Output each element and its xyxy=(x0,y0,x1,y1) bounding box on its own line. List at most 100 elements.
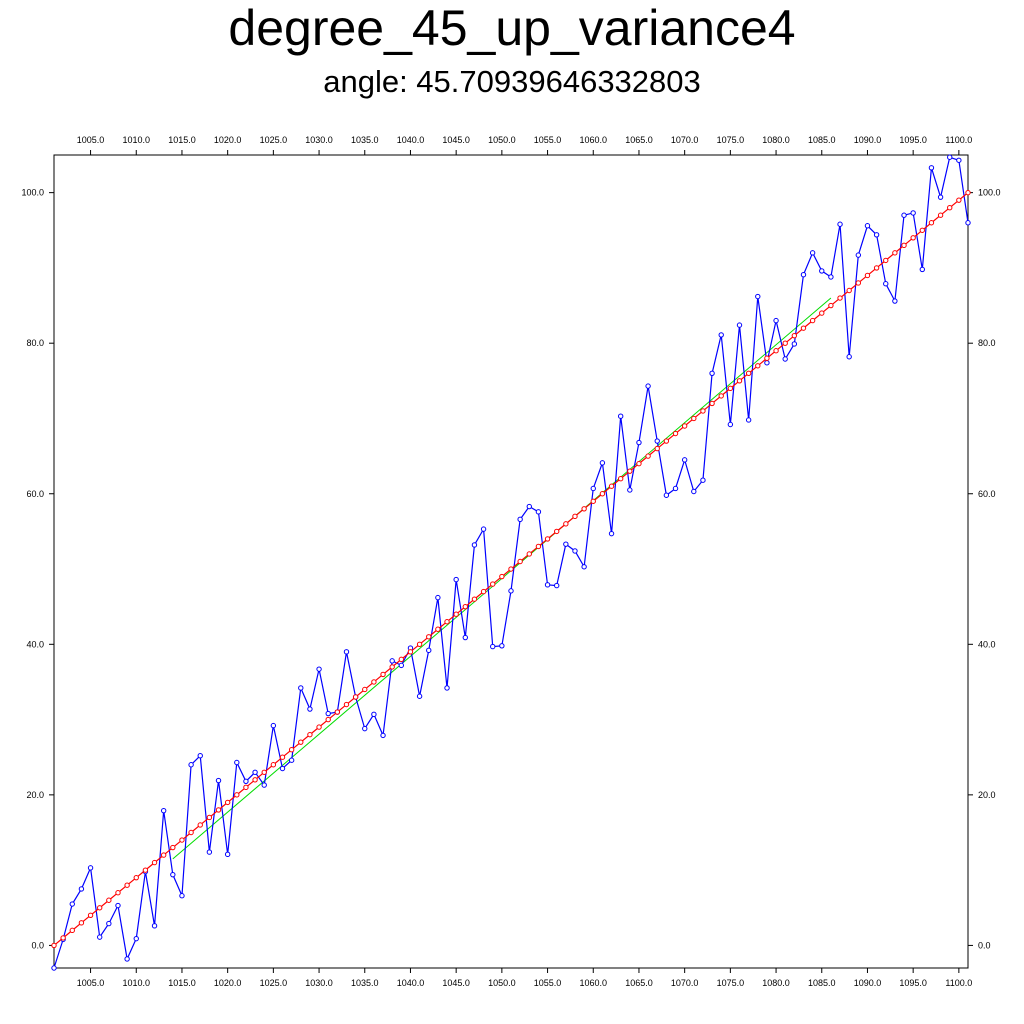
y-tick-label-left: 40.0 xyxy=(26,639,44,649)
series-1-point xyxy=(745,417,752,423)
series-1-point xyxy=(563,541,569,547)
series-1-point xyxy=(654,438,660,444)
series-1-point xyxy=(179,893,185,899)
series-2-point xyxy=(416,641,423,648)
series-1-point xyxy=(526,503,532,510)
x-tick-label-bottom: 1035.0 xyxy=(351,978,379,988)
series-2-point xyxy=(773,348,779,354)
x-tick-label-top: 1095.0 xyxy=(899,135,927,145)
series-2-point xyxy=(800,325,807,331)
x-tick-label-bottom: 1060.0 xyxy=(579,978,607,988)
series-2-point xyxy=(554,528,560,535)
series-1-point xyxy=(617,413,624,419)
series-2-point xyxy=(398,656,405,663)
series-1-point xyxy=(691,488,697,495)
series-2-point xyxy=(124,882,130,888)
series-1-point xyxy=(554,582,560,589)
series-1-point xyxy=(252,769,258,775)
x-tick-label-bottom: 1040.0 xyxy=(397,978,425,988)
series-2-point xyxy=(288,746,295,753)
series-1-point xyxy=(645,383,651,389)
chart-subtitle: angle: 45.70939646332803 xyxy=(323,64,701,99)
series-2-point xyxy=(499,573,505,580)
series-2-point xyxy=(261,769,267,775)
series-2-point xyxy=(490,581,496,587)
series-1-point xyxy=(736,322,743,328)
series-1-point xyxy=(709,370,715,377)
series-1-point xyxy=(800,271,807,278)
series-2-point xyxy=(307,731,313,738)
series-2-point xyxy=(106,897,112,903)
series-1-point xyxy=(727,421,734,428)
x-tick-label-top: 1065.0 xyxy=(625,135,653,145)
series-1-point xyxy=(398,662,405,669)
series-1-point xyxy=(462,634,468,641)
series-1-point xyxy=(700,477,706,483)
series-2-point xyxy=(791,332,798,339)
series-1-point xyxy=(544,582,551,588)
series-2-point xyxy=(691,415,697,422)
series-1-point xyxy=(78,886,85,892)
x-tick-label-bottom: 1100.0 xyxy=(945,978,972,988)
x-tick-label-top: 1055.0 xyxy=(534,135,562,145)
series-2-point xyxy=(709,400,715,407)
series-2-point xyxy=(471,596,478,602)
series-2-point xyxy=(627,468,633,474)
x-tick-label-top: 1090.0 xyxy=(854,135,882,145)
series-2-point xyxy=(937,212,944,218)
series-1-point xyxy=(115,902,121,909)
series-2-point xyxy=(206,814,213,821)
series-2-point xyxy=(892,250,898,256)
series-2-point xyxy=(599,491,606,497)
x-tick-label-bottom: 1025.0 xyxy=(260,978,288,988)
series-1-point xyxy=(416,693,423,699)
series-1-point xyxy=(243,778,249,785)
x-tick-label-top: 1020.0 xyxy=(214,135,242,145)
x-tick-label-bottom: 1065.0 xyxy=(625,978,653,988)
series-2-point xyxy=(928,220,935,226)
series-1-point xyxy=(883,281,889,287)
series-2-point xyxy=(608,483,615,489)
x-tick-label-top: 1015.0 xyxy=(168,135,196,145)
series-2-point xyxy=(407,649,414,655)
series-1-point xyxy=(170,871,176,878)
series-2-point xyxy=(855,280,862,286)
series-1-point xyxy=(106,920,112,927)
series-1-point xyxy=(928,165,935,171)
y-tick-label-right: 80.0 xyxy=(978,338,996,348)
series-2-point xyxy=(188,829,194,836)
x-tick-label-top: 1085.0 xyxy=(808,135,836,145)
x-tick-label-bottom: 1080.0 xyxy=(762,978,790,988)
series-2-point xyxy=(544,536,551,542)
series-2-point xyxy=(334,709,341,715)
series-2-point xyxy=(590,498,596,504)
series-2-point xyxy=(362,686,368,693)
series-1-point xyxy=(535,509,542,515)
axes-layer: 1005.0 1005.0 1010.0 1010.0 1015.0 1015.0 1020… xyxy=(21,135,1000,988)
series-2-point xyxy=(51,942,57,949)
x-tick-label-top: 1050.0 xyxy=(488,135,516,145)
series-1-point xyxy=(672,485,679,492)
x-tick-label-bottom: 1055.0 xyxy=(534,978,562,988)
x-tick-label-top: 1060.0 xyxy=(579,135,607,145)
series-1-point xyxy=(215,777,222,784)
series-2-point xyxy=(252,777,258,783)
series-1-point xyxy=(389,658,395,664)
series-2-point xyxy=(736,378,743,384)
series-2-point xyxy=(617,475,624,482)
series-2-point xyxy=(133,874,139,881)
series-2-point xyxy=(764,355,770,361)
series-2-point xyxy=(883,257,889,264)
series-1-point xyxy=(517,516,523,523)
y-tick-label-right: 20.0 xyxy=(978,790,996,800)
series-2-point xyxy=(224,799,231,806)
series-2-point xyxy=(279,754,286,760)
series-1-point xyxy=(809,250,816,256)
x-tick-label-top: 1005.0 xyxy=(77,135,105,145)
series-2-point xyxy=(846,287,852,294)
y-tick-label-right: 0.0 xyxy=(978,940,991,950)
series-1-point xyxy=(325,710,331,717)
series-2-point xyxy=(234,792,240,798)
series-2-point xyxy=(270,762,277,768)
series-1-point xyxy=(288,757,295,763)
